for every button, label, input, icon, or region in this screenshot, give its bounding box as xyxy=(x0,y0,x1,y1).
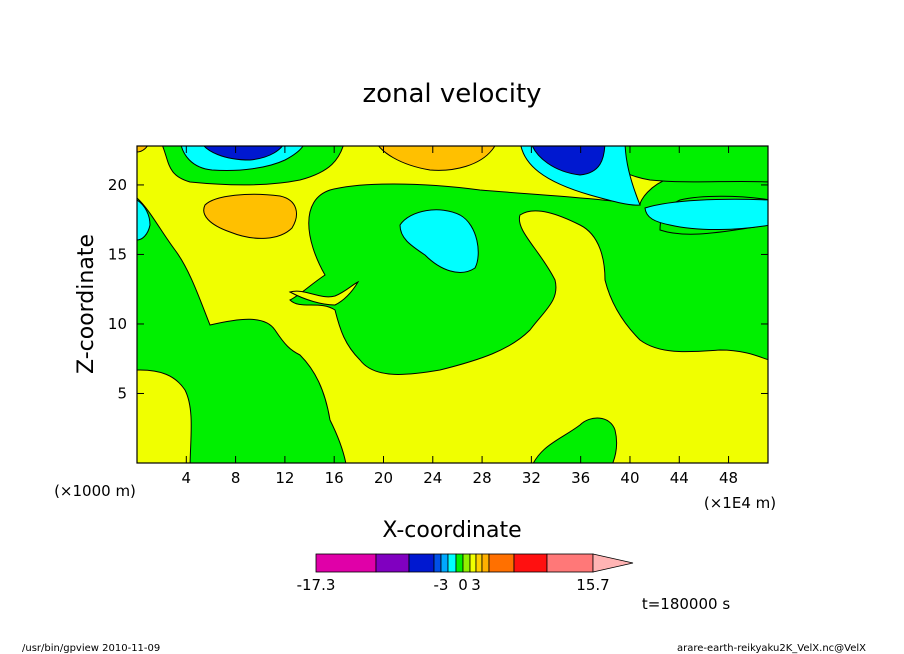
contour-green-left xyxy=(137,197,347,463)
contour-blue-top-right xyxy=(531,146,606,176)
y-tick-label: 20 xyxy=(108,176,127,194)
y-tick-label: 10 xyxy=(108,315,127,333)
colorbar-segment xyxy=(455,553,464,573)
plot-area xyxy=(137,146,768,463)
x-tick-label: 8 xyxy=(231,469,241,487)
contour-cyan-left-edge xyxy=(137,199,151,241)
colorbar-segment xyxy=(315,553,377,573)
plot-frame xyxy=(136,145,769,464)
colorbar-segment xyxy=(513,553,548,573)
colorbar-segment xyxy=(462,553,471,573)
x-tick-label: 32 xyxy=(522,469,541,487)
colorbar-segment xyxy=(440,553,449,573)
time-label: t=180000 s xyxy=(642,595,730,613)
colorbar-segment xyxy=(488,553,515,573)
y-unit-label: (×1000 m) xyxy=(54,482,136,500)
x-axis-title: X-coordinate xyxy=(382,518,521,543)
colorbar-segment xyxy=(469,553,477,573)
colorbar-segment xyxy=(375,553,410,573)
y-axis-title: Z-coordinate xyxy=(74,234,99,374)
colorbar-segment xyxy=(475,553,483,573)
x-tick-label: 12 xyxy=(275,469,294,487)
colorbar-segment xyxy=(546,553,594,573)
contour-cyan-center xyxy=(399,209,479,273)
x-unit-label: (×1E4 m) xyxy=(704,494,776,512)
x-tick-label: 4 xyxy=(182,469,192,487)
contour-yellow-pocket xyxy=(288,280,360,306)
colorbar-segment xyxy=(447,553,457,573)
colorbar-label: 0 xyxy=(458,576,468,594)
colorbar-segment xyxy=(481,553,490,573)
x-tick-label: 40 xyxy=(620,469,639,487)
colorbar-labels: -17.3 -3 0 3 15.7 xyxy=(297,576,610,594)
contour-orange-top xyxy=(378,146,496,171)
contour-green-bottom-right xyxy=(532,417,618,463)
colorbar-label: 15.7 xyxy=(576,576,609,594)
y-tick-label: 5 xyxy=(117,384,127,402)
x-tick-label: 44 xyxy=(670,469,689,487)
colorbar-label: 3 xyxy=(471,576,481,594)
footer-left: /usr/bin/gpview 2010-11-09 xyxy=(22,643,160,654)
colorbar xyxy=(315,553,634,573)
y-tick-label: 15 xyxy=(108,245,127,263)
footer-right: arare-earth-reikyaku2K_VelX.nc@VelX xyxy=(677,643,866,654)
x-tick-label: 28 xyxy=(473,469,492,487)
colorbar-segment xyxy=(408,553,435,573)
colorbar-label: -3 xyxy=(434,576,449,594)
colorbar-segment xyxy=(433,553,442,573)
x-axis: 4 8 12 16 20 24 28 32 36 40 44 48 xyxy=(182,146,738,487)
x-tick-label: 24 xyxy=(423,469,442,487)
chart-title: zonal velocity xyxy=(362,79,541,109)
contour-orange-left xyxy=(203,193,297,239)
x-tick-label: 48 xyxy=(719,469,738,487)
x-tick-label: 20 xyxy=(374,469,393,487)
x-tick-label: 36 xyxy=(571,469,590,487)
y-axis: 5 10 15 20 xyxy=(108,176,768,402)
contour-blue-top-left xyxy=(203,146,283,161)
colorbar-overflow-arrow xyxy=(592,553,634,573)
x-tick-label: 16 xyxy=(325,469,344,487)
contour-cyan-right xyxy=(644,198,768,231)
colorbar-label: -17.3 xyxy=(297,576,336,594)
